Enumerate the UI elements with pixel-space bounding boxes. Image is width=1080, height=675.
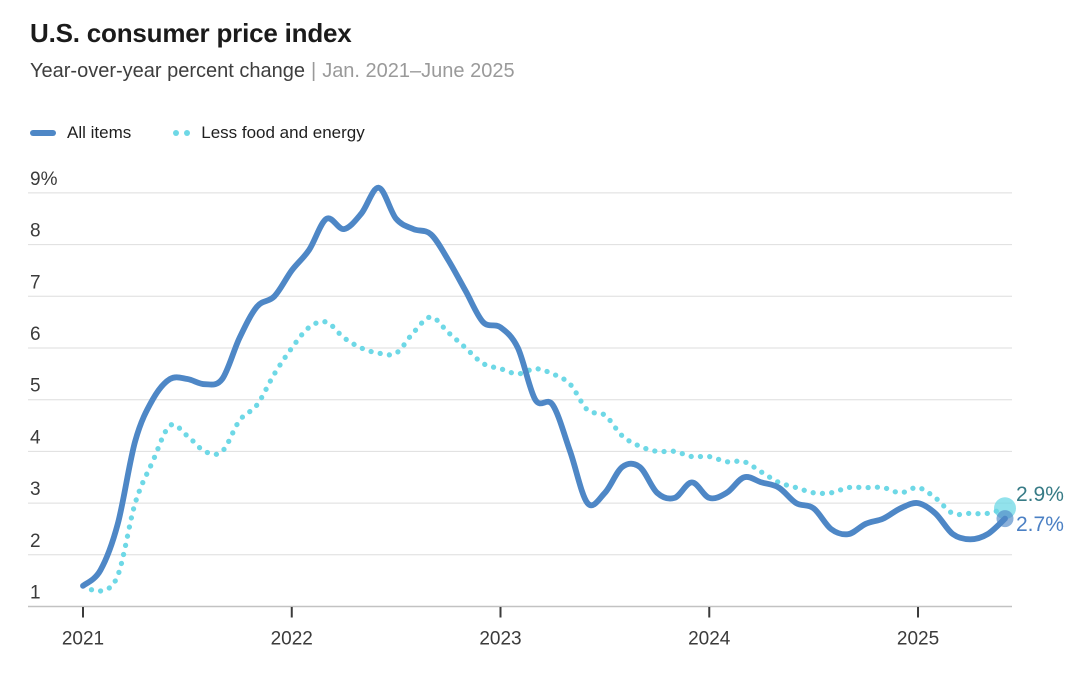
- x-tick-label: 2025: [897, 629, 939, 650]
- y-tick-label: 1: [30, 583, 41, 604]
- x-tick-label: 2023: [479, 629, 521, 650]
- all-items-line: [80, 184, 1008, 589]
- subtitle-separator: |: [310, 60, 317, 82]
- y-tick-label: 2: [30, 531, 41, 552]
- core-dots-swatch: [173, 130, 191, 136]
- subtitle-date-range: Jan. 2021–June 2025: [322, 60, 515, 82]
- chart-subtitle: Year-over-year percent change | Jan. 2021–…: [30, 60, 515, 83]
- core-line: [80, 314, 1008, 594]
- all-items-end-value-label: 2.7%: [1016, 513, 1064, 536]
- legend-label-less-food-energy: Less food and energy: [201, 123, 365, 142]
- y-tick-label: 8: [30, 221, 41, 242]
- y-tick-label: 9%: [30, 169, 58, 190]
- x-tick-label: 2022: [271, 629, 313, 650]
- x-tick-label: 2021: [62, 629, 104, 650]
- y-tick-label: 5: [30, 376, 41, 397]
- chart-legend: All items Less food and energy: [30, 123, 365, 143]
- page-title: U.S. consumer price index: [30, 18, 352, 48]
- legend-item-all-items: All items: [30, 123, 131, 143]
- x-tick-label: 2024: [688, 629, 731, 650]
- y-tick-label: 7: [30, 272, 41, 293]
- y-tick-label: 4: [30, 427, 41, 448]
- subtitle-measure: Year-over-year percent change: [30, 60, 305, 82]
- legend-item-less-food-energy: Less food and energy: [173, 123, 365, 143]
- y-tick-label: 6: [30, 324, 41, 345]
- core-end-value-label: 2.9%: [1016, 483, 1064, 506]
- all-items-line-swatch: [30, 130, 56, 136]
- legend-label-all-items: All items: [67, 123, 132, 142]
- y-tick-label: 3: [30, 479, 41, 500]
